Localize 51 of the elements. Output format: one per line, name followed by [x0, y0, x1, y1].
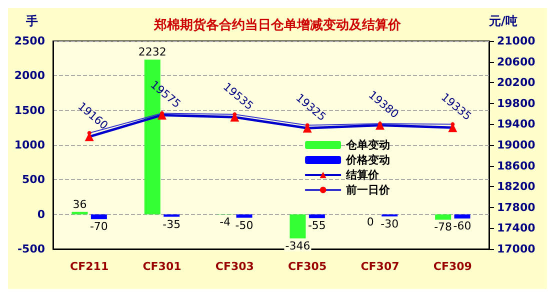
legend-label: 结算价	[345, 168, 380, 182]
bar	[454, 214, 470, 218]
y2-tick-label: 20600	[497, 55, 536, 68]
bar	[290, 214, 306, 238]
y-tick-label: 1500	[14, 104, 46, 117]
bar	[90, 214, 107, 220]
x-tick-label: CF307	[360, 260, 400, 273]
y2-tick-label: 19400	[497, 118, 536, 131]
y2-tick-label: 18200	[497, 180, 536, 194]
bar	[308, 214, 325, 218]
y-tick-label: 0	[37, 208, 46, 221]
data-label: -50	[235, 218, 254, 232]
legend-label: 仓单变动	[345, 138, 390, 152]
data-label: 0	[366, 215, 374, 228]
data-label: -55	[308, 219, 326, 232]
data-label: -60	[453, 219, 472, 232]
y2-tick-label: 21000	[497, 34, 536, 48]
bar	[435, 214, 452, 220]
x-tick-label: CF211	[70, 260, 109, 273]
y2-tick-label: 19800	[497, 96, 536, 110]
data-label: -78	[434, 220, 452, 234]
y2-tick-label: 18600	[497, 159, 536, 172]
bar	[72, 212, 88, 214]
data-label: 2232	[138, 46, 166, 59]
y2-axis-title: 元/吨	[488, 14, 518, 28]
data-label: -30	[380, 217, 399, 230]
y-tick-label: 500	[22, 173, 46, 186]
y2-tick-label: 17400	[497, 222, 536, 235]
y-tick-label: 2500	[14, 34, 46, 48]
y2-tick-label: 19000	[497, 138, 536, 152]
bar	[236, 214, 252, 218]
y2-tick-label: 20200	[497, 76, 536, 90]
y2-tick-label: 17800	[497, 200, 536, 214]
x-tick-label: CF301	[142, 260, 182, 273]
data-label: -4	[220, 216, 231, 229]
y-tick-label: 2000	[14, 69, 46, 82]
y-tick-label: -500	[17, 242, 46, 256]
bar	[164, 214, 180, 217]
data-label: -70	[90, 220, 108, 234]
x-tick-label: CF303	[215, 260, 254, 273]
y2-tick-label: 17000	[497, 242, 536, 256]
chart-title: 郑棉期货各合约当日仓单增减变动及结算价	[153, 17, 402, 33]
x-tick-label: CF305	[288, 260, 327, 273]
legend-label: 价格变动	[345, 153, 390, 166]
y-axis-title: 手	[25, 14, 38, 28]
legend-label: 前一日价	[345, 183, 392, 196]
data-label: -346	[285, 239, 310, 252]
y-tick-label: 1000	[14, 138, 46, 152]
x-tick-label: CF309	[433, 260, 472, 273]
data-label: -35	[162, 218, 181, 231]
data-label: 36	[72, 198, 87, 211]
